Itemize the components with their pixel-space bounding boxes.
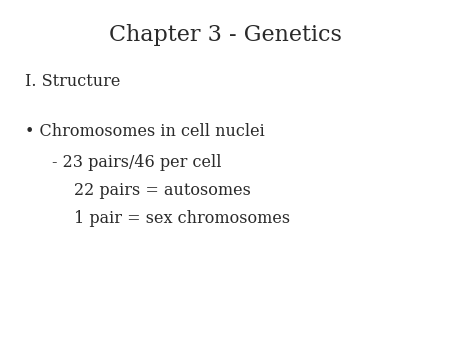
Text: 22 pairs = autosomes: 22 pairs = autosomes <box>74 183 251 199</box>
Text: Chapter 3 - Genetics: Chapter 3 - Genetics <box>108 24 342 47</box>
Text: - 23 pairs/46 per cell: - 23 pairs/46 per cell <box>52 154 221 171</box>
Text: 1 pair = sex chromosomes: 1 pair = sex chromosomes <box>74 210 290 226</box>
Text: I. Structure: I. Structure <box>25 73 120 90</box>
Text: • Chromosomes in cell nuclei: • Chromosomes in cell nuclei <box>25 123 265 140</box>
